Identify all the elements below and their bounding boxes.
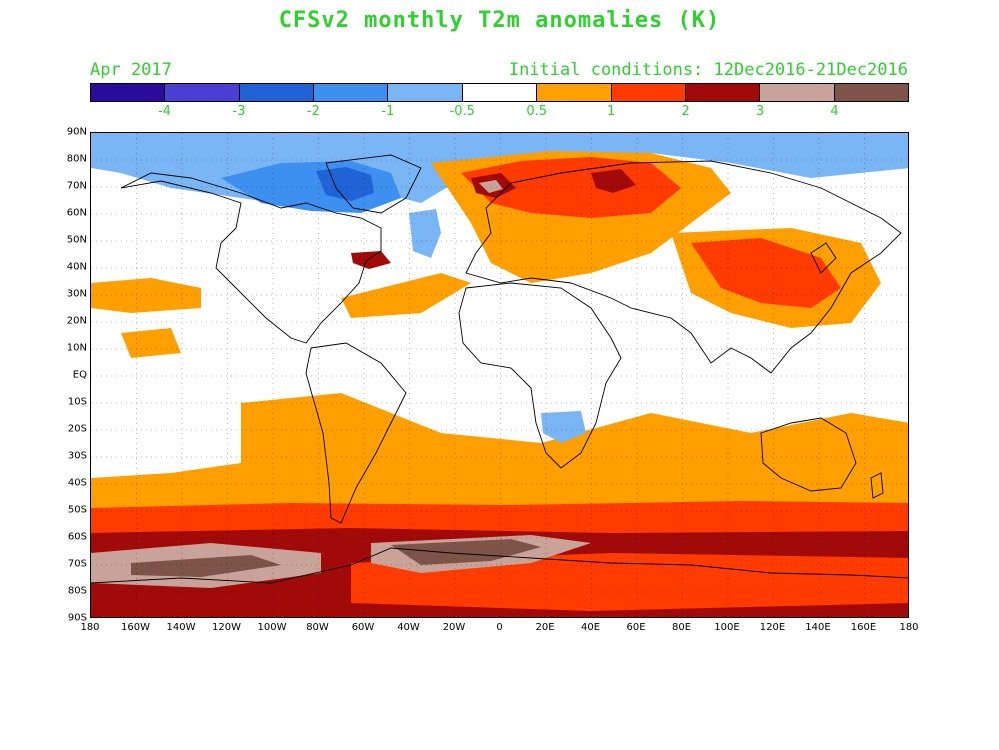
- latitude-tick-label: 60N: [66, 207, 87, 219]
- new-zealand-coast: [870, 472, 884, 499]
- eurasia-coast: [465, 160, 902, 374]
- legend-tick-label: -0.5: [449, 104, 475, 119]
- latitude-tick-label: 50N: [66, 234, 87, 246]
- antarctic-strong-warm-core: [351, 553, 908, 611]
- legend-tick-label: -3: [232, 104, 246, 119]
- color-legend-bar: [90, 83, 909, 102]
- latitude-tick-label: 60S: [67, 531, 87, 543]
- latitude-tick-label: 40S: [67, 477, 87, 489]
- latitude-tick-label: 80S: [67, 585, 87, 597]
- color-legend-labels: -4 -3 -2 -1 -0.5 0.5 1 2 3 4: [90, 104, 909, 120]
- longitude-tick-label: 140W: [166, 622, 196, 633]
- antarctic-peak-warm-west: [131, 555, 281, 577]
- legend-swatch: [611, 84, 686, 101]
- valid-month-label: Apr 2017: [90, 60, 172, 80]
- greenland-cold-core: [316, 167, 374, 201]
- legend-swatch: [537, 84, 612, 101]
- latitude-tick-label: EQ: [72, 369, 87, 381]
- longitude-tick-label: 20W: [442, 622, 466, 633]
- longitude-tick-label: 20E: [535, 622, 555, 633]
- latitude-tick-label: 70S: [67, 558, 87, 570]
- kara-very-warm: [591, 169, 636, 193]
- legend-swatch: [239, 84, 315, 101]
- latitude-tick-label: 80N: [66, 153, 87, 165]
- southern-subtropics-warm: [91, 393, 908, 493]
- legend-swatch: [314, 84, 389, 101]
- mid-atlantic-cold-patch: [409, 209, 441, 258]
- longitude-tick-label: 40W: [397, 622, 420, 633]
- latitude-tick-label: 10N: [66, 342, 87, 354]
- legend-swatch: [685, 84, 761, 101]
- longitude-tick-label: 60W: [351, 622, 375, 633]
- longitude-tick-label: 100E: [714, 622, 740, 633]
- legend-tick-label: 4: [830, 104, 839, 119]
- legend-tick-label: 3: [755, 104, 765, 119]
- latitude-tick-label: 70N: [66, 180, 87, 192]
- latitude-tick-label: 30S: [67, 450, 87, 462]
- latitude-tick-label: 40N: [66, 261, 87, 273]
- longitude-tick-label: 160W: [121, 622, 150, 633]
- longitude-tick-label: 180: [899, 622, 919, 633]
- legend-tick-label: -1: [381, 104, 395, 119]
- longitude-tick-label: 0: [496, 622, 503, 633]
- north-america-coast: [120, 172, 382, 344]
- legend-swatch: [165, 84, 240, 101]
- legend-swatch: [834, 84, 908, 101]
- legend-tick-label: 1: [607, 104, 616, 119]
- longitude-tick-label: 60E: [626, 622, 646, 633]
- latitude-tick-label: 30N: [66, 288, 87, 300]
- latitude-tick-label: 20N: [66, 315, 87, 327]
- north-pacific-warm-band: [91, 278, 201, 313]
- anomaly-shading: [91, 133, 908, 617]
- barents-extreme-warm: [479, 180, 503, 193]
- latitude-tick-label: 90N: [66, 126, 87, 138]
- barents-strong-warm: [461, 157, 681, 218]
- us-east-coast-warm-spot: [351, 251, 391, 269]
- longitude-tick-label: 120W: [212, 622, 241, 633]
- longitude-tick-label: 140E: [805, 622, 831, 633]
- longitude-tick-label: 40E: [580, 622, 601, 633]
- longitude-tick-label: 120E: [759, 622, 786, 633]
- southern-africa-cold-patch: [541, 411, 586, 443]
- australia-coast: [760, 417, 857, 492]
- antarctica-coast: [91, 547, 908, 584]
- map-svg: [91, 133, 908, 617]
- north-atlantic-warm-band: [341, 273, 471, 318]
- legend-swatch: [462, 84, 538, 101]
- longitude-tick-label: 100W: [257, 622, 287, 633]
- longitude-tick-label: 160E: [850, 622, 877, 633]
- greenland-coast: [325, 154, 422, 214]
- initial-conditions-label: Initial conditions: 12Dec2016-21Dec2016: [508, 60, 908, 80]
- legend-tick-label: -2: [306, 104, 320, 119]
- chart-title: CFSv2 monthly T2m anomalies (K): [278, 8, 721, 33]
- legend-swatch: [760, 84, 835, 101]
- legend-tick-label: -4: [157, 104, 171, 119]
- africa-coast: [458, 282, 622, 469]
- longitude-tick-label: 80W: [306, 622, 329, 633]
- legend-tick-label: 0.5: [526, 104, 548, 119]
- legend-swatch: [91, 84, 166, 101]
- tropical-pacific-warm-patch: [121, 328, 181, 358]
- latitude-tick-label: 90S: [67, 612, 87, 624]
- south-america-coast: [305, 342, 407, 524]
- legend-swatch: [388, 84, 463, 101]
- latitude-tick-label: 50S: [67, 504, 87, 516]
- antarctic-peak-warm: [391, 539, 541, 565]
- graticule: [91, 133, 908, 617]
- coastlines: [91, 154, 908, 584]
- longitude-tick-label: 80E: [671, 622, 692, 633]
- east-asia-strong-warm: [691, 238, 841, 308]
- longitude-tick-label: 180: [80, 622, 100, 633]
- anomaly-map: [90, 132, 909, 618]
- latitude-tick-label: 20S: [67, 423, 87, 435]
- latitude-tick-label: 10S: [67, 396, 87, 408]
- japan-coast: [810, 242, 837, 274]
- legend-tick-label: 2: [681, 104, 690, 119]
